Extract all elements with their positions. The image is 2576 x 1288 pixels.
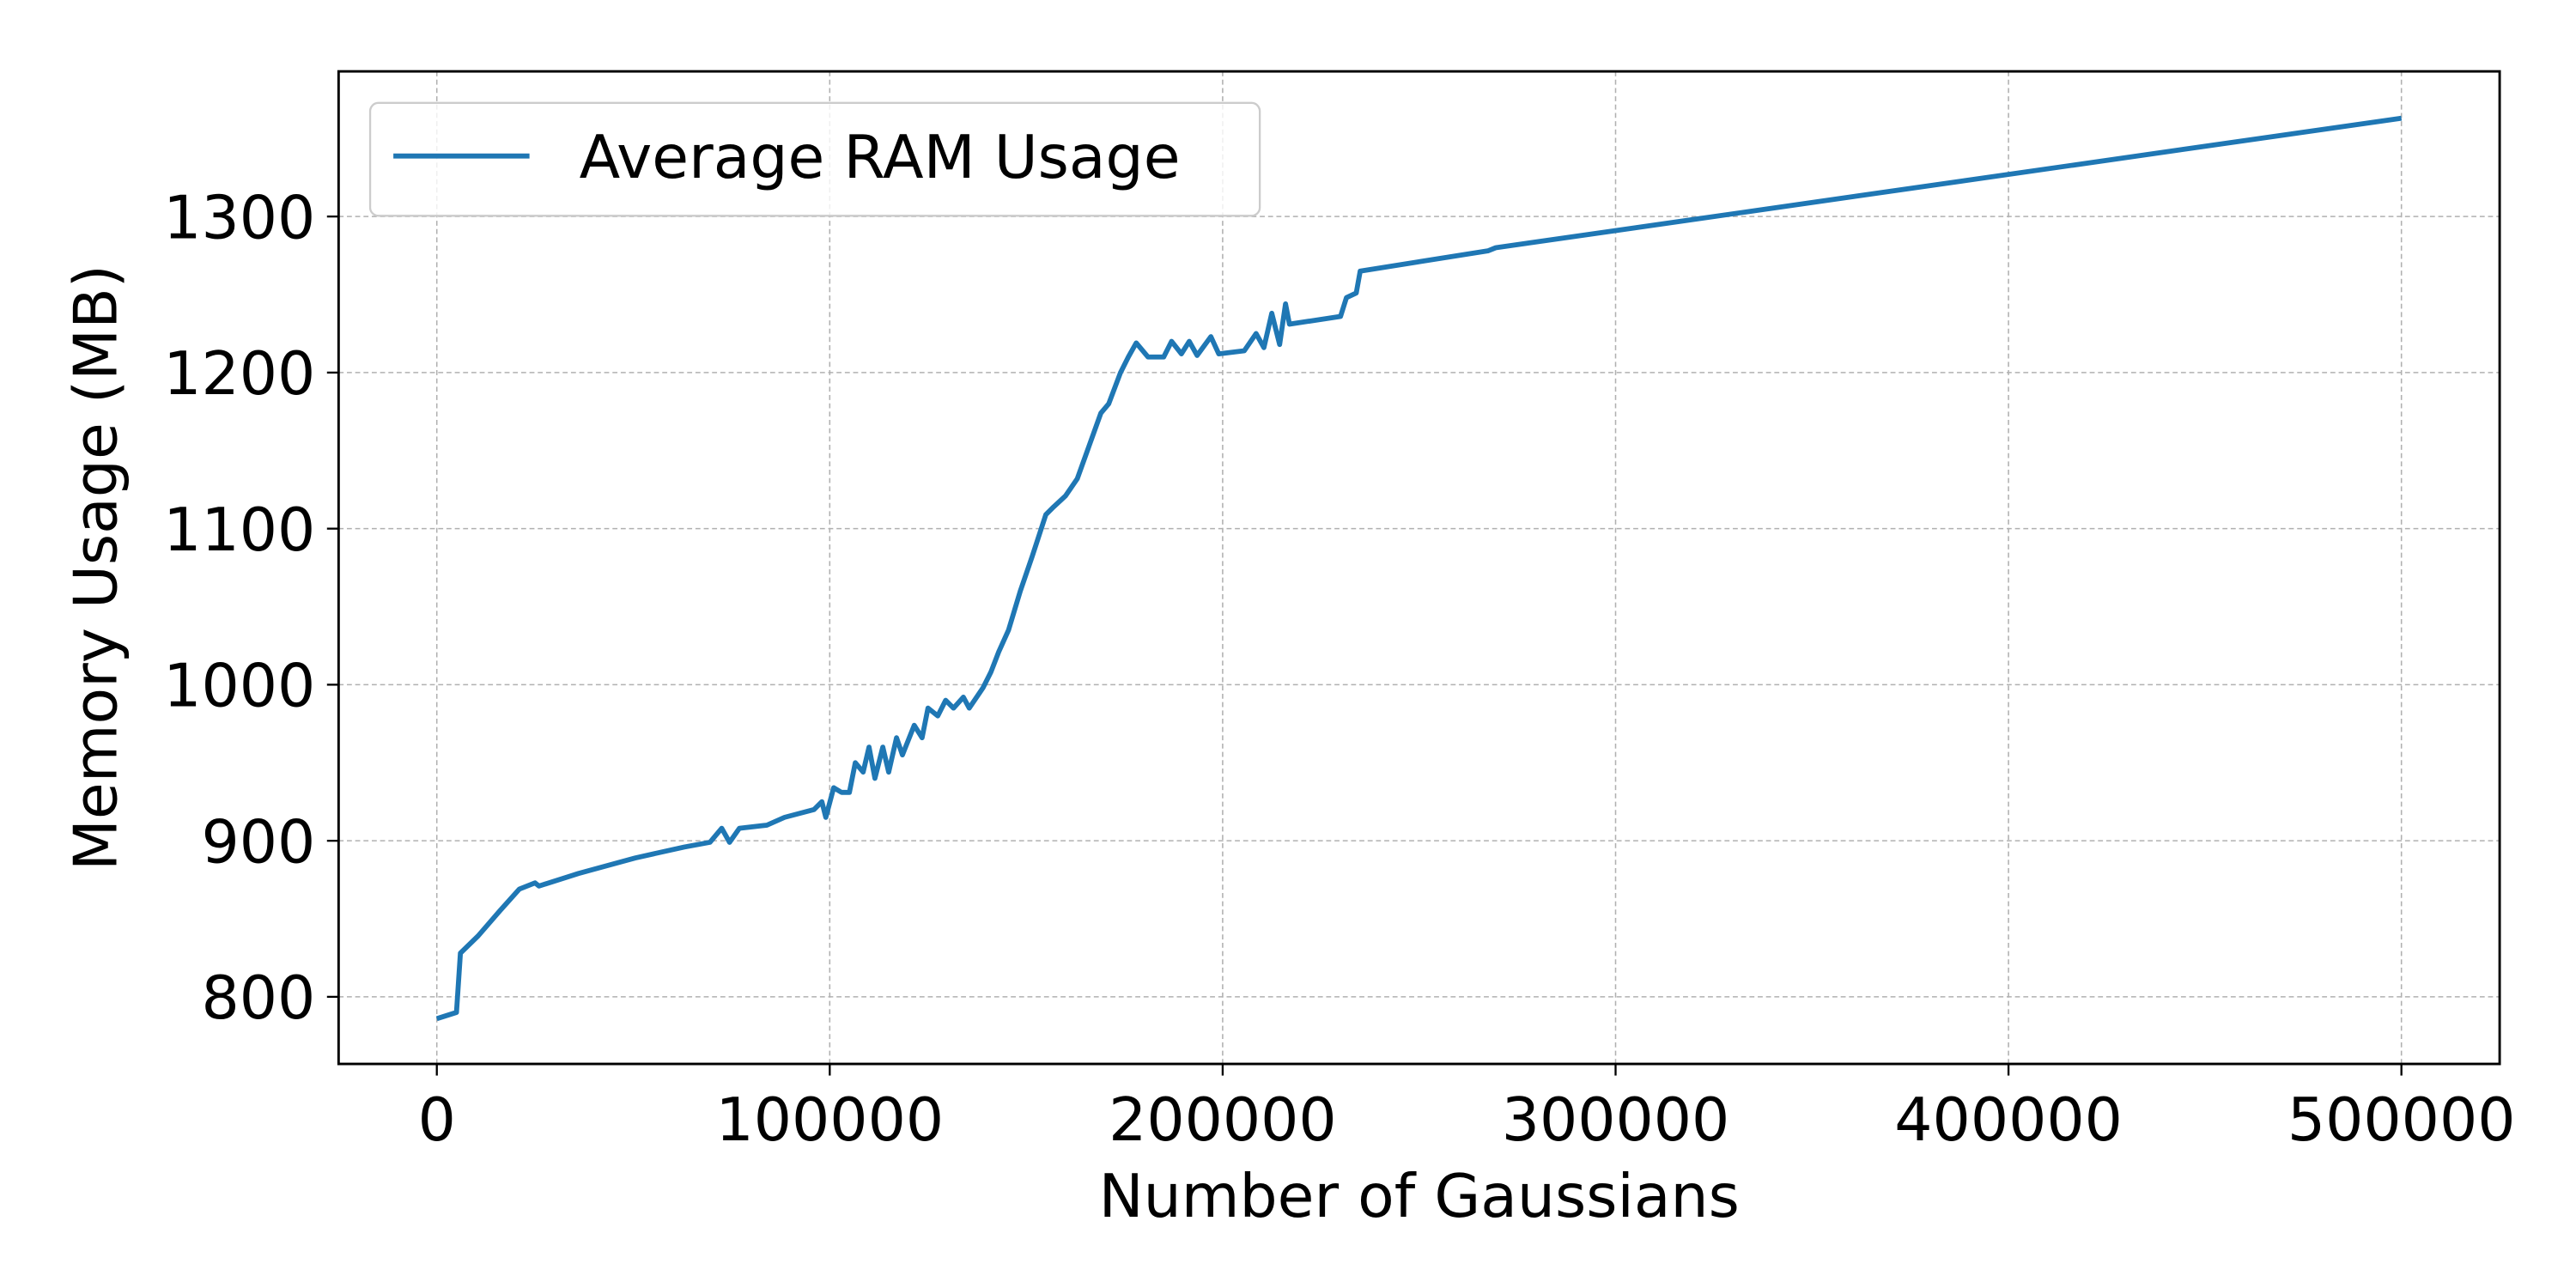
x-tick-label: 200000 [1109,1085,1337,1155]
y-axis-label: Memory Usage (MB) [61,264,131,871]
data-line [435,115,2403,1022]
y-tick-label: 1100 [163,495,315,565]
plot-frame [337,70,2501,1066]
legend-box [368,101,1261,217]
y-tick-label: 800 [201,963,315,1033]
x-axis-label: Number of Gaussians [1099,1162,1740,1231]
legend: Average RAM Usage [368,101,1261,217]
y-tick-label: 900 [201,807,315,877]
x-tick-label: 0 [418,1085,456,1155]
y-tick-label: 1000 [163,652,315,721]
x-tick-label: 100000 [716,1085,945,1155]
y-tick-label: 1300 [163,183,315,252]
y-tick-label: 1200 [163,339,315,409]
x-tick-label: 300000 [1502,1085,1730,1155]
x-tick-label: 500000 [2287,1085,2516,1155]
x-tick-label: 400000 [1894,1085,2123,1155]
legend-label: Average RAM Usage [580,123,1181,192]
